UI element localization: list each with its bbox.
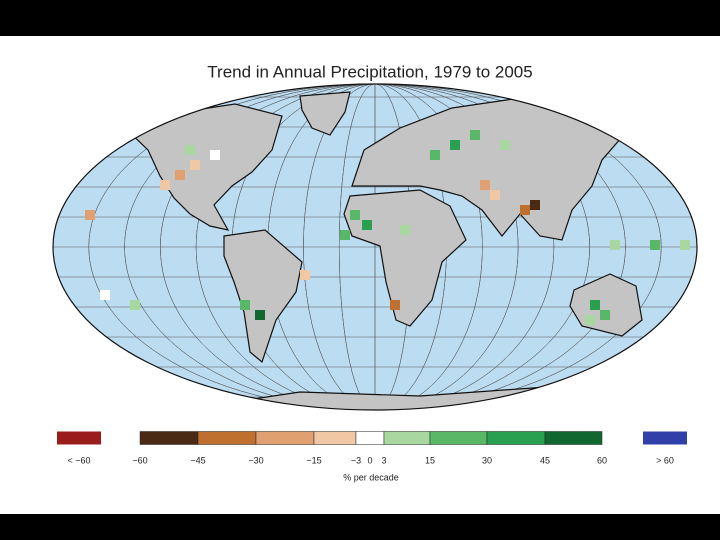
- scale-segment: [255, 431, 315, 445]
- trend-cell: [530, 200, 540, 210]
- trend-cell: [500, 140, 510, 150]
- south-america: [223, 229, 303, 364]
- trend-cell: [210, 150, 220, 160]
- trend-cell: [600, 310, 610, 320]
- legend: < −60 > 60−60 −45 −30 −15 −3 0 3 15 30 45 60% per d…: [57, 431, 687, 482]
- below-label: < −60: [67, 455, 90, 465]
- trend-cell: [340, 230, 350, 240]
- trend-cell: [480, 180, 490, 190]
- trend-cell: [100, 290, 110, 300]
- trend-cell: [490, 190, 500, 200]
- trend-cell: [190, 160, 200, 170]
- africa: [343, 189, 467, 327]
- scale-segment: [486, 431, 546, 445]
- trend-cell: [585, 315, 595, 325]
- scale-tick-label: −30: [248, 455, 263, 465]
- trend-cell: [610, 240, 620, 250]
- trend-cell: [185, 145, 195, 155]
- trend-cell: [680, 240, 690, 250]
- above-swatch: [643, 431, 687, 445]
- map-border: [52, 83, 698, 411]
- trend-cell: [130, 300, 140, 310]
- trend-cell: [430, 150, 440, 160]
- scale-tick-label: 3: [381, 455, 386, 465]
- scale-segment: [544, 431, 603, 445]
- trend-cell: [450, 140, 460, 150]
- trend-cell: [520, 205, 530, 215]
- map: [53, 84, 697, 410]
- scale-tick-label: −15: [306, 455, 321, 465]
- greenland: [299, 91, 351, 136]
- below-swatch: [57, 431, 101, 445]
- map-title: Trend in Annual Precipitation, 1979 to 2…: [207, 62, 532, 81]
- trend-cell: [470, 130, 480, 140]
- trend-cell: [590, 300, 600, 310]
- scale-segment: [429, 431, 488, 445]
- trend-cell: [650, 240, 660, 250]
- trend-cell: [255, 310, 265, 320]
- scale-tick-label: 60: [597, 455, 607, 465]
- trend-cells: [85, 130, 690, 325]
- scale-tick-label: 30: [482, 455, 492, 465]
- trend-cell: [390, 300, 400, 310]
- trend-cell: [400, 225, 410, 235]
- scale-tick-label: −3: [351, 455, 361, 465]
- eurasia: [351, 97, 629, 241]
- trend-cell: [240, 300, 250, 310]
- scale-tick-label: 45: [540, 455, 550, 465]
- scale-tick-label: 15: [425, 455, 435, 465]
- trend-cell: [160, 180, 170, 190]
- scale-segment: [313, 431, 357, 445]
- trend-cell: [362, 220, 372, 230]
- scale-tick-label: 0: [367, 455, 372, 465]
- scale-tick-label: −45: [190, 455, 205, 465]
- scale-segment: [355, 431, 385, 445]
- trend-cell: [300, 270, 310, 280]
- scale-segment: [383, 431, 431, 445]
- scale-tick-label: −60: [132, 455, 147, 465]
- scale-unit: % per decade: [343, 472, 399, 482]
- scale-segment: [197, 431, 257, 445]
- trend-cell: [85, 210, 95, 220]
- above-label: > 60: [656, 455, 674, 465]
- trend-cell: [175, 170, 185, 180]
- scale-segment: [139, 431, 199, 445]
- trend-cell: [350, 210, 360, 220]
